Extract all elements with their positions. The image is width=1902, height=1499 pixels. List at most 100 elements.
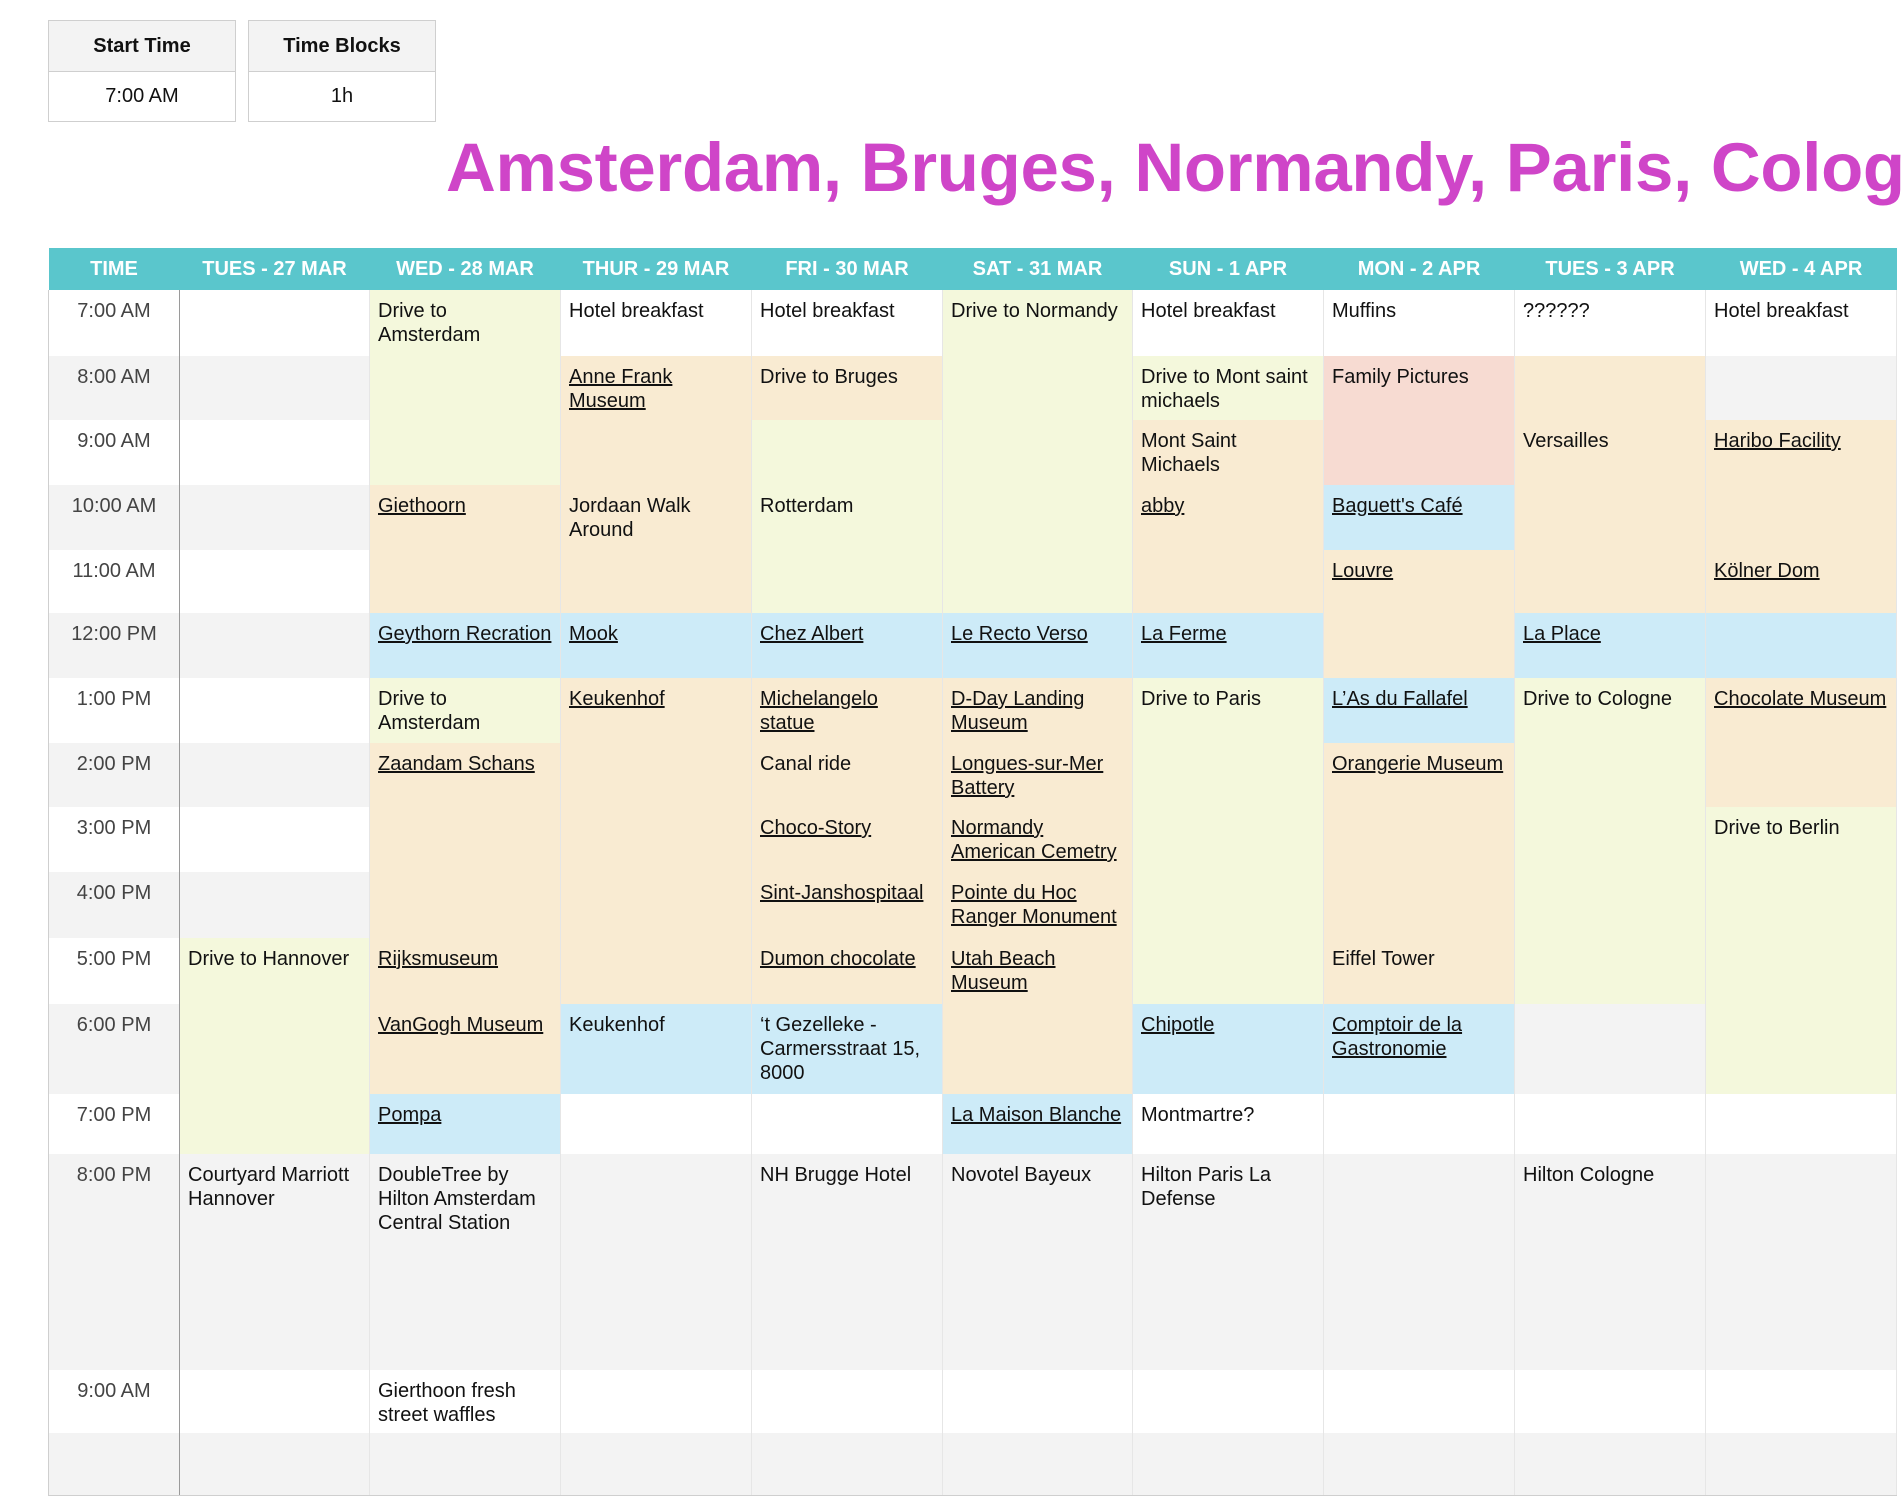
schedule-cell[interactable]: Family Pictures xyxy=(1323,356,1515,420)
activity-link[interactable]: Pointe du Hoc Ranger Monument xyxy=(951,882,1117,928)
schedule-cell[interactable] xyxy=(1514,1433,1706,1496)
schedule-cell[interactable]: Drive to Normandy xyxy=(942,290,1133,356)
schedule-cell[interactable] xyxy=(560,420,752,485)
schedule-cell[interactable] xyxy=(1132,872,1324,938)
schedule-cell[interactable] xyxy=(942,550,1133,613)
time-blocks-value[interactable]: 1h xyxy=(330,85,354,107)
activity-link[interactable]: Le Recto Verso xyxy=(951,623,1088,645)
schedule-cell[interactable] xyxy=(1705,1370,1897,1433)
schedule-cell[interactable]: Chipotle xyxy=(1132,1004,1324,1094)
schedule-cell[interactable]: Sint-Janshospitaal xyxy=(751,872,943,938)
schedule-cell[interactable] xyxy=(1705,1433,1897,1496)
schedule-cell[interactable]: Versailles xyxy=(1514,420,1706,485)
schedule-cell[interactable] xyxy=(560,1433,752,1496)
schedule-cell[interactable]: Drive to Paris xyxy=(1132,678,1324,743)
schedule-cell[interactable]: Utah Beach Museum xyxy=(942,938,1133,1004)
schedule-cell[interactable] xyxy=(179,613,370,678)
schedule-cell[interactable] xyxy=(1323,1433,1515,1496)
schedule-cell[interactable]: Louvre xyxy=(1323,550,1515,613)
schedule-cell[interactable] xyxy=(1514,485,1706,550)
schedule-cell[interactable]: Mont Saint Michaels xyxy=(1132,420,1324,485)
activity-link[interactable]: L’As du Fallafel xyxy=(1332,688,1468,710)
schedule-cell[interactable] xyxy=(560,872,752,938)
activity-link[interactable]: Choco-Story xyxy=(760,817,872,839)
schedule-cell[interactable]: Zaandam Schans xyxy=(369,743,561,807)
schedule-cell[interactable] xyxy=(942,1370,1133,1433)
schedule-cell[interactable]: Kölner Dom xyxy=(1705,550,1897,613)
activity-link[interactable]: Kölner Dom xyxy=(1714,560,1820,582)
schedule-cell[interactable]: Choco-Story xyxy=(751,807,943,872)
activity-link[interactable]: Chipotle xyxy=(1141,1014,1215,1036)
schedule-cell[interactable]: Normandy American Cemetry xyxy=(942,807,1133,872)
activity-link[interactable]: Rijksmuseum xyxy=(378,948,499,970)
schedule-cell[interactable]: Haribo Facility xyxy=(1705,420,1897,485)
schedule-cell[interactable]: La Place xyxy=(1514,613,1706,678)
schedule-cell[interactable]: Keukenhof xyxy=(560,678,752,743)
schedule-cell[interactable] xyxy=(560,938,752,1004)
schedule-cell[interactable]: La Maison Blanche xyxy=(942,1094,1133,1154)
activity-link[interactable]: Chez Albert xyxy=(760,623,864,645)
schedule-cell[interactable]: L’As du Fallafel xyxy=(1323,678,1515,743)
schedule-cell[interactable] xyxy=(751,420,943,485)
schedule-cell[interactable] xyxy=(1132,1370,1324,1433)
schedule-cell[interactable] xyxy=(179,872,370,938)
schedule-cell[interactable] xyxy=(1132,807,1324,872)
schedule-cell[interactable]: abby xyxy=(1132,485,1324,550)
schedule-cell[interactable] xyxy=(1514,550,1706,613)
schedule-cell[interactable] xyxy=(1514,1370,1706,1433)
schedule-cell[interactable]: Orangerie Museum xyxy=(1323,743,1515,807)
schedule-cell[interactable]: Hilton Paris La Defense xyxy=(1132,1154,1324,1370)
schedule-cell[interactable] xyxy=(179,290,370,356)
schedule-cell[interactable]: Jordaan Walk Around xyxy=(560,485,752,550)
schedule-cell[interactable] xyxy=(369,872,561,938)
schedule-cell[interactable] xyxy=(1705,1004,1897,1094)
schedule-cell[interactable] xyxy=(179,1370,370,1433)
activity-link[interactable]: Keukenhof xyxy=(569,688,665,710)
schedule-cell[interactable] xyxy=(1705,938,1897,1004)
schedule-cell[interactable] xyxy=(1514,872,1706,938)
schedule-cell[interactable]: Geythorn Recration xyxy=(369,613,561,678)
start-time-value[interactable]: 7:00 AM xyxy=(105,85,179,107)
schedule-cell[interactable]: Hotel breakfast xyxy=(560,290,752,356)
schedule-cell[interactable] xyxy=(369,420,561,485)
schedule-cell[interactable]: Le Recto Verso xyxy=(942,613,1133,678)
schedule-cell[interactable] xyxy=(560,1370,752,1433)
column-header-day[interactable]: FRI - 30 MAR xyxy=(751,248,943,290)
schedule-cell[interactable]: ‘t Gezelleke - Carmersstraat 15, 8000 xyxy=(751,1004,943,1094)
activity-link[interactable]: Longues-sur-Mer Battery xyxy=(951,753,1104,799)
schedule-cell[interactable] xyxy=(560,1154,752,1370)
schedule-cell[interactable] xyxy=(369,1433,561,1496)
column-header-day[interactable]: THUR - 29 MAR xyxy=(560,248,752,290)
schedule-cell[interactable] xyxy=(179,485,370,550)
column-header-day[interactable]: WED - 28 MAR xyxy=(369,248,561,290)
schedule-cell[interactable] xyxy=(1705,356,1897,420)
schedule-cell[interactable] xyxy=(179,1004,370,1094)
schedule-cell[interactable]: Comptoir de la Gastronomie xyxy=(1323,1004,1515,1094)
schedule-cell[interactable] xyxy=(751,1433,943,1496)
schedule-cell[interactable] xyxy=(751,1370,943,1433)
schedule-cell[interactable] xyxy=(1132,743,1324,807)
schedule-cell[interactable]: Rotterdam xyxy=(751,485,943,550)
schedule-cell[interactable] xyxy=(179,678,370,743)
schedule-cell[interactable] xyxy=(942,1004,1133,1094)
activity-link[interactable]: Haribo Facility xyxy=(1714,430,1841,452)
schedule-cell[interactable]: Chocolate Museum xyxy=(1705,678,1897,743)
schedule-cell[interactable]: Mook xyxy=(560,613,752,678)
activity-link[interactable]: Comptoir de la Gastronomie xyxy=(1332,1014,1463,1060)
schedule-cell[interactable]: D-Day Landing Museum xyxy=(942,678,1133,743)
schedule-cell[interactable] xyxy=(1514,743,1706,807)
schedule-cell[interactable] xyxy=(1323,420,1515,485)
schedule-cell[interactable] xyxy=(1323,872,1515,938)
schedule-cell[interactable] xyxy=(942,356,1133,420)
schedule-cell[interactable]: Muffins xyxy=(1323,290,1515,356)
schedule-cell[interactable]: Pointe du Hoc Ranger Monument xyxy=(942,872,1133,938)
schedule-cell[interactable] xyxy=(1132,1433,1324,1496)
activity-link[interactable]: La Place xyxy=(1523,623,1601,645)
schedule-cell[interactable] xyxy=(1323,1370,1515,1433)
schedule-cell[interactable] xyxy=(369,550,561,613)
schedule-cell[interactable]: Hilton Cologne xyxy=(1514,1154,1706,1370)
activity-link[interactable]: Baguett's Café xyxy=(1332,495,1463,517)
schedule-cell[interactable] xyxy=(179,420,370,485)
schedule-cell[interactable] xyxy=(1705,1094,1897,1154)
schedule-cell[interactable] xyxy=(942,1433,1133,1496)
